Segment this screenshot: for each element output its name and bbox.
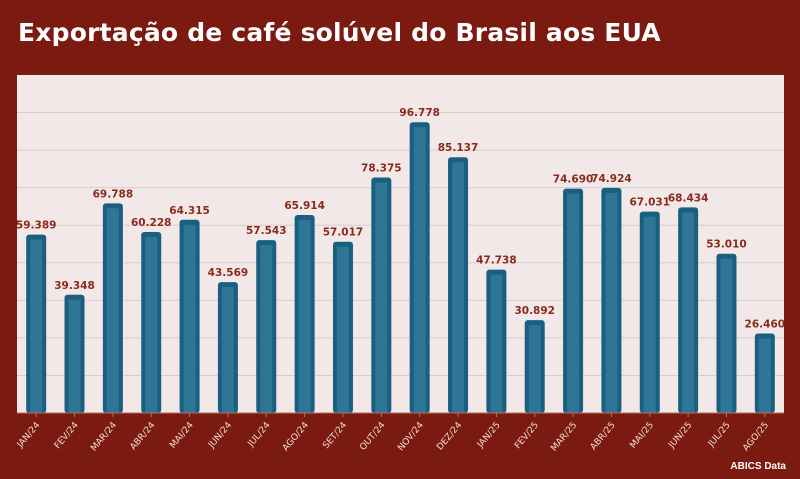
data-label: 96.778 [399, 107, 440, 119]
x-tick-label: OUT/24 [358, 420, 387, 452]
bar-highlight [413, 127, 426, 414]
x-tick-label: FEV/24 [53, 420, 81, 451]
data-label: 74.924 [591, 173, 632, 185]
bar-highlight [298, 219, 311, 413]
chart-title: Exportação de café solúvel do Brasil aos… [18, 18, 661, 47]
data-label: 59.389 [16, 220, 57, 232]
data-label: 43.569 [208, 267, 249, 279]
bar-highlight [452, 162, 465, 413]
bar-highlight [145, 237, 158, 413]
bar-highlight [221, 287, 234, 413]
bar-highlight [106, 208, 119, 413]
plot-area [17, 75, 784, 413]
bar-highlight [528, 325, 541, 413]
bar-highlight [720, 258, 733, 413]
bar-highlight [183, 224, 196, 413]
x-tick-label: JUL/24 [246, 420, 273, 449]
x-tick-label: FEV/25 [513, 421, 541, 452]
data-label: 60.228 [131, 217, 172, 229]
x-tick-label: AGO/24 [281, 420, 311, 453]
x-tick-label: MAR/25 [549, 421, 579, 454]
data-label: 53.010 [706, 239, 747, 251]
bar-highlight [30, 239, 43, 413]
bar-highlight [605, 192, 618, 413]
source-label: ABICS Data [730, 461, 786, 472]
bar-highlight [567, 193, 580, 413]
x-tick-label: DEZ/24 [435, 420, 464, 452]
bar-highlight [375, 182, 388, 413]
data-label: 57.543 [246, 225, 287, 237]
data-label: 57.017 [323, 227, 364, 239]
data-label: 65.914 [284, 200, 325, 212]
bar-highlight [490, 274, 503, 413]
data-label: 67.031 [630, 197, 671, 209]
bar-highlight [260, 245, 273, 413]
bar-highlight [682, 212, 695, 413]
x-tick-label: MAI/24 [168, 420, 196, 450]
x-tick-label: JAN/25 [475, 421, 503, 451]
bar-highlight [643, 216, 656, 413]
x-tick-label: JUN/25 [667, 421, 695, 452]
data-label: 64.315 [169, 205, 210, 217]
x-tick-label: JUN/24 [206, 420, 234, 451]
x-tick-label: AGO/25 [741, 421, 771, 454]
data-label: 39.348 [54, 280, 95, 292]
data-label: 68.434 [668, 192, 709, 204]
x-tick-label: JUL/25 [706, 421, 733, 450]
x-tick-label: MAI/25 [628, 421, 656, 451]
x-tick-label: JAN/24 [15, 420, 43, 450]
x-tick-label: ABR/24 [129, 420, 158, 452]
x-tick-label: NOV/24 [396, 420, 426, 453]
data-label: 74.690 [553, 174, 594, 186]
data-label: 78.375 [361, 163, 402, 175]
data-label: 85.137 [438, 142, 479, 154]
data-label: 47.738 [476, 255, 517, 267]
data-label: 30.892 [514, 305, 555, 317]
x-tick-label: SET/24 [321, 420, 349, 451]
bar-highlight [68, 299, 81, 413]
x-tick-label: MAR/24 [89, 420, 119, 453]
data-label: 26.460 [745, 319, 786, 331]
x-tick-label: ABR/25 [589, 421, 618, 453]
bar-highlight [758, 338, 771, 413]
bar-highlight [336, 246, 349, 413]
data-label: 69.788 [93, 188, 134, 200]
